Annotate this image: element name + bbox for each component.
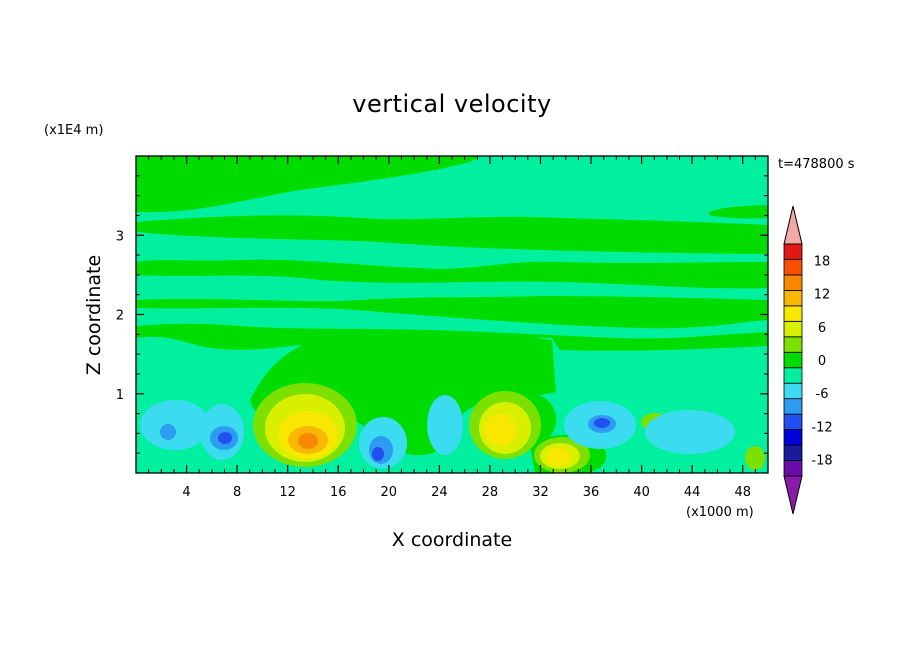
time-label: t=478800 s bbox=[778, 157, 855, 172]
x-tick-label: 32 bbox=[532, 485, 549, 500]
x-tick-label: 36 bbox=[583, 485, 600, 500]
colorbar-swatch bbox=[783, 382, 803, 400]
colorbar-swatch bbox=[783, 351, 803, 369]
x-tick-label: 4 bbox=[182, 485, 190, 500]
y-unit-label: (x1E4 m) bbox=[44, 123, 103, 138]
x-tick-label: 44 bbox=[684, 485, 701, 500]
colorbar: 18 12 6 0 -6 -12 -18 bbox=[783, 205, 833, 515]
colorbar-swatch bbox=[783, 320, 803, 338]
y-tick-label: 3 bbox=[116, 229, 124, 244]
x-axis-ticks: 4 8 12 16 20 24 28 32 36 40 44 48 bbox=[148, 156, 756, 500]
field-band bbox=[136, 275, 768, 302]
y-tick-label: 1 bbox=[116, 388, 124, 403]
downdraft-contour bbox=[427, 395, 463, 455]
updraft-contour bbox=[745, 446, 765, 470]
downdraft-contour bbox=[594, 418, 610, 428]
y-axis-label: Z coordinate bbox=[83, 255, 105, 375]
colorbar-swatch bbox=[783, 305, 803, 322]
updraft-contour bbox=[484, 414, 516, 446]
x-tick-label: 28 bbox=[482, 485, 499, 500]
y-axis-ticks: 1 2 3 bbox=[116, 175, 768, 454]
colorbar-tick-label: 12 bbox=[814, 288, 831, 303]
downdraft-contour bbox=[218, 432, 232, 444]
colorbar-swatch bbox=[783, 460, 803, 477]
downdraft-contour bbox=[645, 410, 735, 454]
colorbar-swatch bbox=[783, 336, 803, 353]
downdraft-contour bbox=[160, 424, 176, 440]
colorbar-over-triangle bbox=[783, 205, 803, 245]
updraft-envelope bbox=[250, 331, 556, 456]
x-tick-label: 8 bbox=[233, 485, 241, 500]
colorbar-tick-label: 0 bbox=[818, 354, 826, 369]
field-band bbox=[136, 232, 768, 269]
velocity-field bbox=[136, 156, 768, 473]
x-axis-label: X coordinate bbox=[392, 529, 512, 551]
colorbar-under-triangle bbox=[783, 475, 803, 515]
x-tick-label: 40 bbox=[633, 485, 650, 500]
x-tick-label: 12 bbox=[279, 485, 296, 500]
field-band bbox=[136, 307, 768, 339]
colorbar-tick-label: -6 bbox=[816, 387, 829, 402]
colorbar-swatch bbox=[783, 367, 803, 384]
colorbar-tick-label: -12 bbox=[811, 420, 832, 435]
colorbar-swatch bbox=[783, 444, 803, 461]
updraft-contour bbox=[298, 433, 318, 449]
x-tick-label: 20 bbox=[381, 485, 398, 500]
colorbar-swatch bbox=[783, 289, 803, 307]
colorbar-tick-label: -18 bbox=[811, 453, 832, 468]
colorbar-swatch bbox=[783, 398, 803, 415]
field-band bbox=[136, 156, 768, 225]
colorbar-swatch bbox=[783, 413, 803, 430]
chart-title: vertical velocity bbox=[352, 90, 551, 118]
y-tick-label: 2 bbox=[116, 309, 124, 324]
colorbar-swatch bbox=[783, 259, 803, 276]
colorbar-swatch bbox=[783, 429, 803, 446]
updraft-contour bbox=[546, 448, 570, 466]
colorbar-swatch bbox=[783, 243, 803, 260]
colorbar-swatch bbox=[783, 274, 803, 291]
downdraft-contour bbox=[372, 447, 384, 461]
x-unit-label: (x1000 m) bbox=[686, 505, 754, 520]
x-tick-label: 24 bbox=[431, 485, 448, 500]
colorbar-tick-label: 6 bbox=[818, 321, 826, 336]
x-tick-label: 48 bbox=[734, 485, 751, 500]
downdraft-contour bbox=[140, 400, 210, 450]
colorbar-tick-label: 18 bbox=[814, 255, 831, 270]
x-tick-label: 16 bbox=[330, 485, 347, 500]
